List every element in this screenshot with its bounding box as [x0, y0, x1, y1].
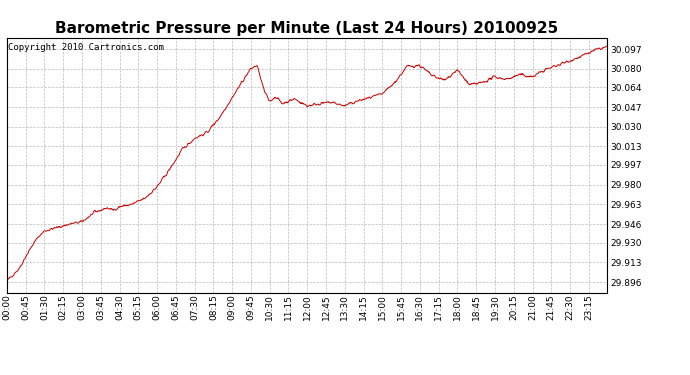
Text: Copyright 2010 Cartronics.com: Copyright 2010 Cartronics.com	[8, 43, 164, 52]
Title: Barometric Pressure per Minute (Last 24 Hours) 20100925: Barometric Pressure per Minute (Last 24 …	[55, 21, 559, 36]
